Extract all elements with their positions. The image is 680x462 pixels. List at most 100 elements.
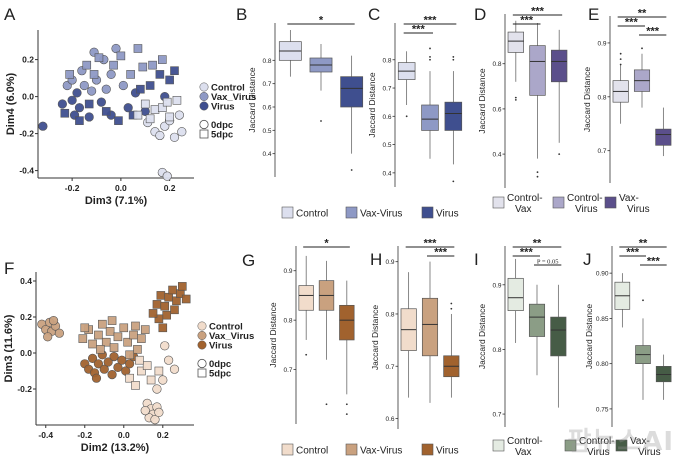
box-panel-b: B 0.4 0.5 0.6 0.7 0.8 Jaccard Distance * [236,5,364,177]
significance-label: ** [638,8,647,20]
data-point [60,108,70,118]
data-point [169,364,180,374]
data-point [89,70,99,79]
data-point [133,44,143,53]
y-tick-label: 0.8 [262,58,271,65]
watermark: 팜뉴스AI [567,427,674,457]
x-tick-label: -0.4 [38,430,53,440]
box-2 [421,47,439,159]
box-2 [318,260,335,406]
x-tick-label: -0.2 [77,430,92,440]
outlier [450,302,453,305]
legend-label: Control [211,83,245,94]
data-point [162,171,172,181]
data-point [170,66,179,75]
outlier [514,98,517,101]
x-axis-label: Dim2 (13.2%) [81,442,150,454]
data-point [137,334,146,343]
data-point [177,282,187,291]
outlier [514,96,517,99]
data-point [169,132,180,142]
data-point [48,316,59,326]
box-3 [655,107,672,157]
data-point [152,384,162,394]
box-legend-leg2: Control-Vax Control-Virus Vax-Virus [492,193,650,215]
box-3 [551,29,568,156]
data-point [140,325,150,334]
panel-label: J [583,250,592,269]
legend-swatch [604,196,617,209]
data-point [177,127,187,137]
data-point [155,130,165,141]
y-tick-label: 0.7 [492,412,501,419]
data-point [165,112,174,122]
data-point [158,55,167,64]
legend-swatch [492,439,505,452]
outlier [325,403,328,406]
box-1 [614,273,631,328]
data-point [133,110,143,120]
y-tick-label: 0.9 [492,282,501,289]
y-tick-label: 0.9 [283,268,292,275]
y-tick-label: 0.8 [492,61,501,68]
legend-label: Vax_Virus [211,92,256,103]
y-tick-label: 0.0 [22,92,34,102]
data-point [154,407,164,418]
y-tick-label: 0.7 [597,148,606,155]
box-2 [421,261,439,403]
data-point [133,345,142,354]
y-axis-label: Dim4 (6.0%) [5,72,17,135]
outlier [452,58,455,61]
y-tick-label: 0.8 [597,94,606,101]
data-point [158,323,168,333]
y-tick-label: 0.6 [492,106,501,113]
outlier [429,56,431,58]
outlier [450,307,453,310]
box-panel-c: C 0.4 0.5 0.6 0.7 0.8 Jaccard Distance ****** [367,5,463,187]
y-tick-label: 0.7 [262,81,271,88]
legend-swatch [421,206,434,219]
legend-label: Control-Virus [567,193,603,215]
y-tick-label: 0.7 [385,364,394,371]
panel-label: G [242,251,255,270]
outlier [405,115,408,118]
data-point [140,99,150,109]
y-tick-label: 0.80 [596,361,609,368]
data-point [117,355,127,365]
legend-swatch [564,439,577,452]
outlier [320,120,322,122]
data-point [43,332,53,342]
panel-label: D [474,5,486,24]
data-point [38,121,48,131]
box-3 [444,56,463,183]
data-point [101,84,111,94]
box-body [421,104,439,131]
outlier [429,58,431,61]
box-body [444,101,463,131]
significance-label: ** [639,238,648,250]
data-point [107,316,117,325]
box-2 [633,47,651,108]
data-point [156,291,166,300]
significance-label: *** [531,6,545,18]
data-point [96,345,105,354]
data-point [142,361,152,370]
data-point [103,357,113,367]
data-point [145,81,155,90]
legend-label: 0dpc [211,120,233,131]
data-point [84,112,94,122]
box-panel-d: D 0.4 0.6 0.8 Jaccard Distance ****** [474,5,568,188]
y-tick-label: 0.4 [262,151,271,158]
scatter-panel-f: F -0.4 -0.2 0.0 0.2 -0.2 0.0 0.2 0.4 Dim2 (13.2%)… [3,259,254,454]
data-point [98,319,107,329]
data-point [162,97,172,107]
legend-label: Vax_Virus [209,331,254,342]
box-panel-g: G 0.7 0.8 0.9 Jaccard Distance * [242,238,355,424]
box-body [528,303,546,337]
y-axis-label: Jaccard Distance [477,304,487,369]
data-point [135,355,144,365]
x-tick-label: -0.2 [65,183,80,193]
data-point [114,116,123,125]
legend-label: Virus [436,209,459,220]
